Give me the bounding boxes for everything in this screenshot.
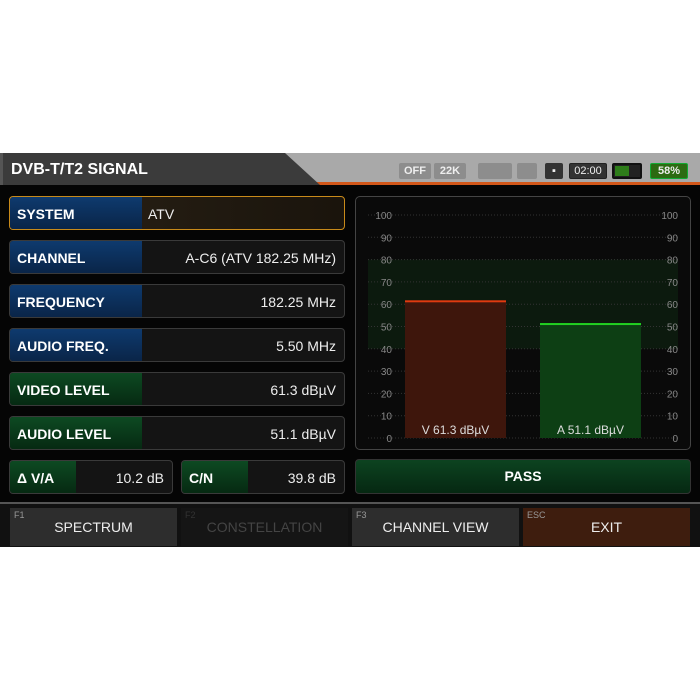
video-level-row: VIDEO LEVEL 61.3 dBµV [9, 372, 345, 406]
exit-button[interactable]: ESC EXIT [523, 508, 690, 546]
row-value: A-C6 (ATV 182.25 MHz) [185, 250, 336, 266]
row-label: C/N [182, 461, 248, 493]
channel-row[interactable]: CHANNEL A-C6 (ATV 182.25 MHz) [9, 240, 345, 274]
row-label: Δ V/A [10, 461, 76, 493]
page-title: DVB-T/T2 SIGNAL [11, 161, 148, 178]
level-bar-top [540, 323, 641, 326]
audio-level-row: AUDIO LEVEL 51.1 dBµV [9, 416, 345, 450]
title-bar [0, 153, 320, 185]
bar-label: A 51.1 dBµV [557, 423, 624, 437]
audio-freq-row[interactable]: AUDIO FREQ. 5.50 MHz [9, 328, 345, 362]
system-row[interactable]: SYSTEM ATV [9, 196, 345, 230]
level-bar [540, 324, 641, 438]
level-chart-svg: 0 0 10 10 20 20 30 30 40 40 50 50 60 60 70 70 80 80 90 90 10… [368, 211, 679, 445]
row-label: AUDIO LEVEL [10, 417, 142, 449]
spectrum-button[interactable]: F1 SPECTRUM [10, 508, 177, 546]
y-tick-left: 30 [381, 367, 393, 378]
y-tick-right: 60 [667, 300, 679, 311]
key-label: ESC [527, 510, 546, 520]
row-value: ATV [148, 206, 175, 222]
key-label: F3 [356, 510, 367, 520]
function-bar: F1 SPECTRUM F2 CONSTELLATION F3 CHANNEL VIE… [0, 502, 700, 547]
screen: DVB-T/T2 SIGNAL OFF 22K ▪ 02:00 58% SYST… [0, 153, 700, 547]
level-bar [405, 301, 506, 438]
button-label: EXIT [590, 519, 623, 535]
row-value: 5.50 MHz [276, 338, 336, 354]
level-bar-top [405, 300, 506, 303]
header: DVB-T/T2 SIGNAL OFF 22K ▪ 02:00 58% [0, 153, 700, 185]
y-tick-right: 40 [667, 345, 679, 356]
sd-card-icon [517, 163, 537, 179]
key-label: F1 [14, 510, 25, 520]
y-tick-right: 0 [672, 434, 678, 445]
delta-va-row: Δ V/A 10.2 dB [9, 460, 173, 494]
battery-icon [612, 163, 642, 179]
y-tick-left: 100 [375, 211, 392, 222]
row-value: 61.3 dBµV [270, 382, 336, 398]
pass-status: PASS [355, 459, 691, 494]
bar-label: V 61.3 dBµV [422, 423, 490, 437]
frequency-row[interactable]: FREQUENCY 182.25 MHz [9, 284, 345, 318]
key-label: F2 [185, 510, 196, 520]
button-label: SPECTRUM [54, 519, 133, 535]
y-tick-left: 90 [381, 233, 393, 244]
y-tick-left: 40 [381, 345, 393, 356]
row-value: 51.1 dBµV [270, 426, 336, 442]
y-tick-right: 80 [667, 256, 679, 267]
y-tick-right: 10 [667, 412, 679, 423]
button-label: CONSTELLATION [206, 519, 323, 535]
y-tick-left: 60 [381, 300, 393, 311]
row-label: FREQUENCY [10, 285, 142, 317]
y-tick-right: 70 [667, 278, 679, 289]
y-tick-right: 90 [667, 233, 679, 244]
y-tick-right: 30 [667, 367, 679, 378]
y-tick-right: 20 [667, 389, 679, 400]
tone-indicator: 22K [434, 163, 466, 179]
constellation-button: F2 CONSTELLATION [181, 508, 348, 546]
row-value: 39.8 dB [287, 470, 336, 486]
usb-icon [478, 163, 512, 179]
y-tick-left: 80 [381, 256, 393, 267]
y-tick-left: 10 [381, 412, 393, 423]
row-value: 182.25 MHz [260, 294, 336, 310]
row-value: 10.2 dB [115, 470, 164, 486]
y-tick-left: 50 [381, 323, 393, 334]
row-label: AUDIO FREQ. [10, 329, 142, 361]
y-tick-right: 100 [661, 211, 678, 222]
lnb-power-indicator: OFF [399, 163, 431, 179]
button-label: CHANNEL VIEW [382, 519, 489, 535]
row-label: CHANNEL [10, 241, 142, 273]
row-label: VIDEO LEVEL [10, 373, 142, 405]
network-icon: ▪ [545, 163, 563, 179]
y-tick-left: 0 [386, 434, 392, 445]
battery-percent: 58% [650, 163, 688, 179]
clock: 02:00 [569, 163, 607, 179]
y-tick-left: 20 [381, 389, 393, 400]
row-label: SYSTEM [10, 197, 142, 229]
y-tick-right: 50 [667, 323, 679, 334]
level-chart: 0 0 10 10 20 20 30 30 40 40 50 50 60 60 70 70 80 80 90 90 10… [355, 196, 691, 450]
channel-view-button[interactable]: F3 CHANNEL VIEW [352, 508, 519, 546]
cn-row: C/N 39.8 dB [181, 460, 345, 494]
y-tick-left: 70 [381, 278, 393, 289]
